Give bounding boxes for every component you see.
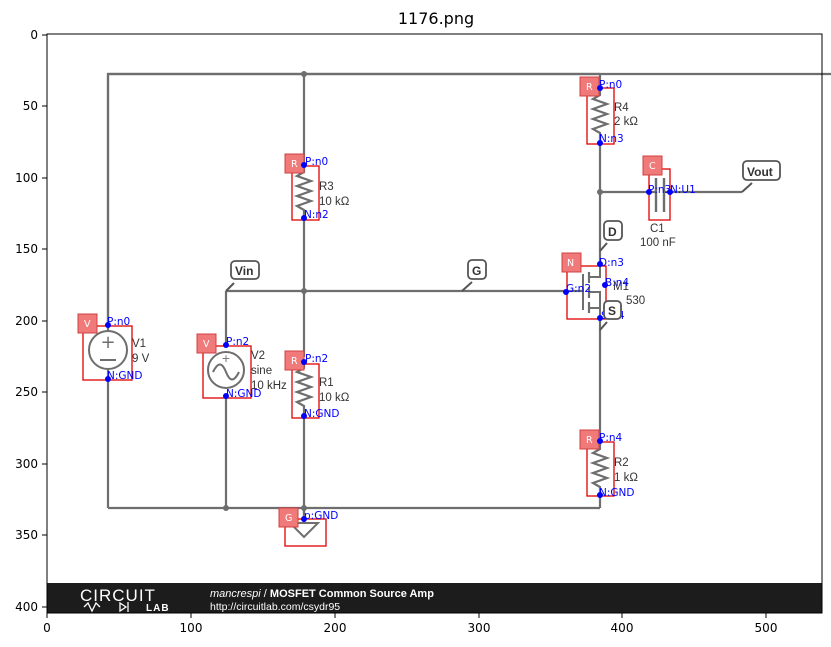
schematic-background [47,34,822,613]
resistor-r4[interactable]: R R4 2 kΩ P:n0 N:n3 [579,76,638,146]
v2-badge: V [203,339,210,350]
net-tag-vin[interactable]: Vin [225,260,260,292]
y-tick-label: 50 [23,99,38,113]
y-tick-label: 0 [30,28,38,42]
y-tick-label: 150 [15,242,38,256]
circuitlab-footer: CIRCUIT LAB mancrespi / MOSFET Common So… [47,583,822,614]
x-tick-label: 300 [468,621,491,635]
r4-badge: R [586,82,593,93]
v1-badge: V [84,319,91,330]
r3-pin-n: N:n2 [304,209,329,221]
v2-value-1: sine [251,365,272,377]
net-tag-g[interactable]: G [461,259,487,292]
gnd-pin: p:GND [304,510,338,522]
v2-pin-n: N:GND [226,388,261,400]
v2-pin-p: P:n2 [226,336,249,348]
m1-part: 530 [626,295,645,307]
c1-value: 100 nF [640,237,676,249]
resistor-r1[interactable]: R R1 10 kΩ P:n2 N:GND [284,350,350,420]
x-tick-label: 0 [43,621,51,635]
r4-pin-n: N:n3 [599,133,624,145]
r2-pin-n: N:GND [599,487,634,499]
x-tick-label: 100 [180,621,203,635]
figure-title: 1176.png [398,9,474,28]
r1-pin-p: P:n2 [305,353,328,365]
net-tag-g-label: G [472,264,481,278]
footer-url[interactable]: http://circuitlab.com/csydr95 [210,601,340,613]
footer-author: mancrespi [210,588,261,600]
r2-pin-p: P:n4 [599,432,623,444]
voltage-source-v1[interactable]: + V V1 9 V P:n0 N:GND [77,313,150,382]
y-axis: 0 50 100 150 200 250 300 350 400 [15,28,47,614]
r1-value: 10 kΩ [319,392,350,404]
c1-pin-n: N:U1 [670,184,696,196]
footer-logo-top: CIRCUIT [80,586,156,605]
capacitor-c1[interactable]: C C1 100 nF P:n3 N:U1 [640,155,696,249]
r2-value: 1 kΩ [614,472,638,484]
net-tag-vout-label: Vout [747,165,773,179]
y-tick-label: 350 [15,528,38,542]
c1-badge: C [649,161,656,172]
r4-pin-p: P:n0 [599,79,622,91]
v1-pin-p: P:n0 [107,316,130,328]
voltage-source-v2[interactable]: + V V2 sine 10 kHz P:n2 N:GND [196,333,287,400]
y-tick-label: 300 [15,457,38,471]
r2-name: R2 [614,457,629,469]
svg-text:+: + [100,332,115,353]
y-tick-label: 250 [15,385,38,399]
circuit-wires [106,72,742,516]
r3-pin-p: P:n0 [305,156,328,168]
v2-name: V2 [251,350,265,362]
r4-value: 2 kΩ [614,116,638,128]
footer-separator: / [261,588,270,600]
y-tick-label: 100 [15,171,38,185]
r4-name: R4 [614,102,629,114]
m1-pin-b: B:n4 [605,277,629,289]
svg-text:+: + [221,352,230,365]
r1-name: R1 [319,377,334,389]
r1-badge: R [291,356,298,367]
footer-author-line: mancrespi / MOSFET Common Source Amp [210,588,434,600]
net-tag-d[interactable]: D [599,220,623,252]
axes-frame [46,33,823,614]
m1-pin-g: G:n2 [566,283,591,295]
r2-badge: R [586,435,593,446]
resistor-r2[interactable]: R R2 1 kΩ P:n4 N:GND [579,429,638,499]
net-tag-s[interactable]: S [599,300,622,331]
net-tag-vin-label: Vin [235,264,253,278]
net-tag-d-label: D [608,225,617,239]
r3-badge: R [291,159,298,170]
net-tag-vout[interactable]: Vout [741,160,781,193]
v2-value-2: 10 kHz [251,380,287,392]
x-tick-label: 400 [611,621,634,635]
c1-name: C1 [650,223,665,235]
gnd-badge: G [285,513,292,524]
m1-badge: N [567,258,574,269]
x-tick-label: 200 [324,621,347,635]
footer-logo-bottom: LAB [146,603,170,614]
x-axis: 0 100 200 300 400 500 [43,613,777,635]
resistor-r3[interactable]: R R3 10 kΩ P:n0 N:n2 [284,153,350,221]
r3-value: 10 kΩ [319,196,350,208]
footer-circuit-title: MOSFET Common Source Amp [270,588,434,600]
r3-name: R3 [319,181,334,193]
m1-name: M1 [613,281,629,293]
r1-pin-n: N:GND [304,408,339,420]
v1-value: 9 V [132,353,150,365]
y-tick-label: 200 [15,314,38,328]
net-tag-s-label: S [608,304,616,318]
v1-pin-n: N:GND [107,370,142,382]
junction-dots [223,71,603,511]
v1-name: V1 [132,338,146,350]
x-tick-label: 500 [755,621,778,635]
ground-symbol[interactable]: G p:GND [278,507,338,547]
m1-pin-d: D:n3 [599,257,624,269]
c1-pin-p: P:n3 [648,184,671,196]
y-tick-label: 400 [15,600,38,614]
